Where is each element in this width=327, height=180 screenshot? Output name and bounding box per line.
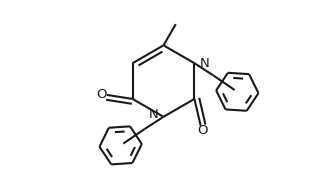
Text: N: N <box>149 108 159 121</box>
Text: O: O <box>198 124 208 137</box>
Text: N: N <box>199 57 209 70</box>
Text: O: O <box>97 88 107 101</box>
